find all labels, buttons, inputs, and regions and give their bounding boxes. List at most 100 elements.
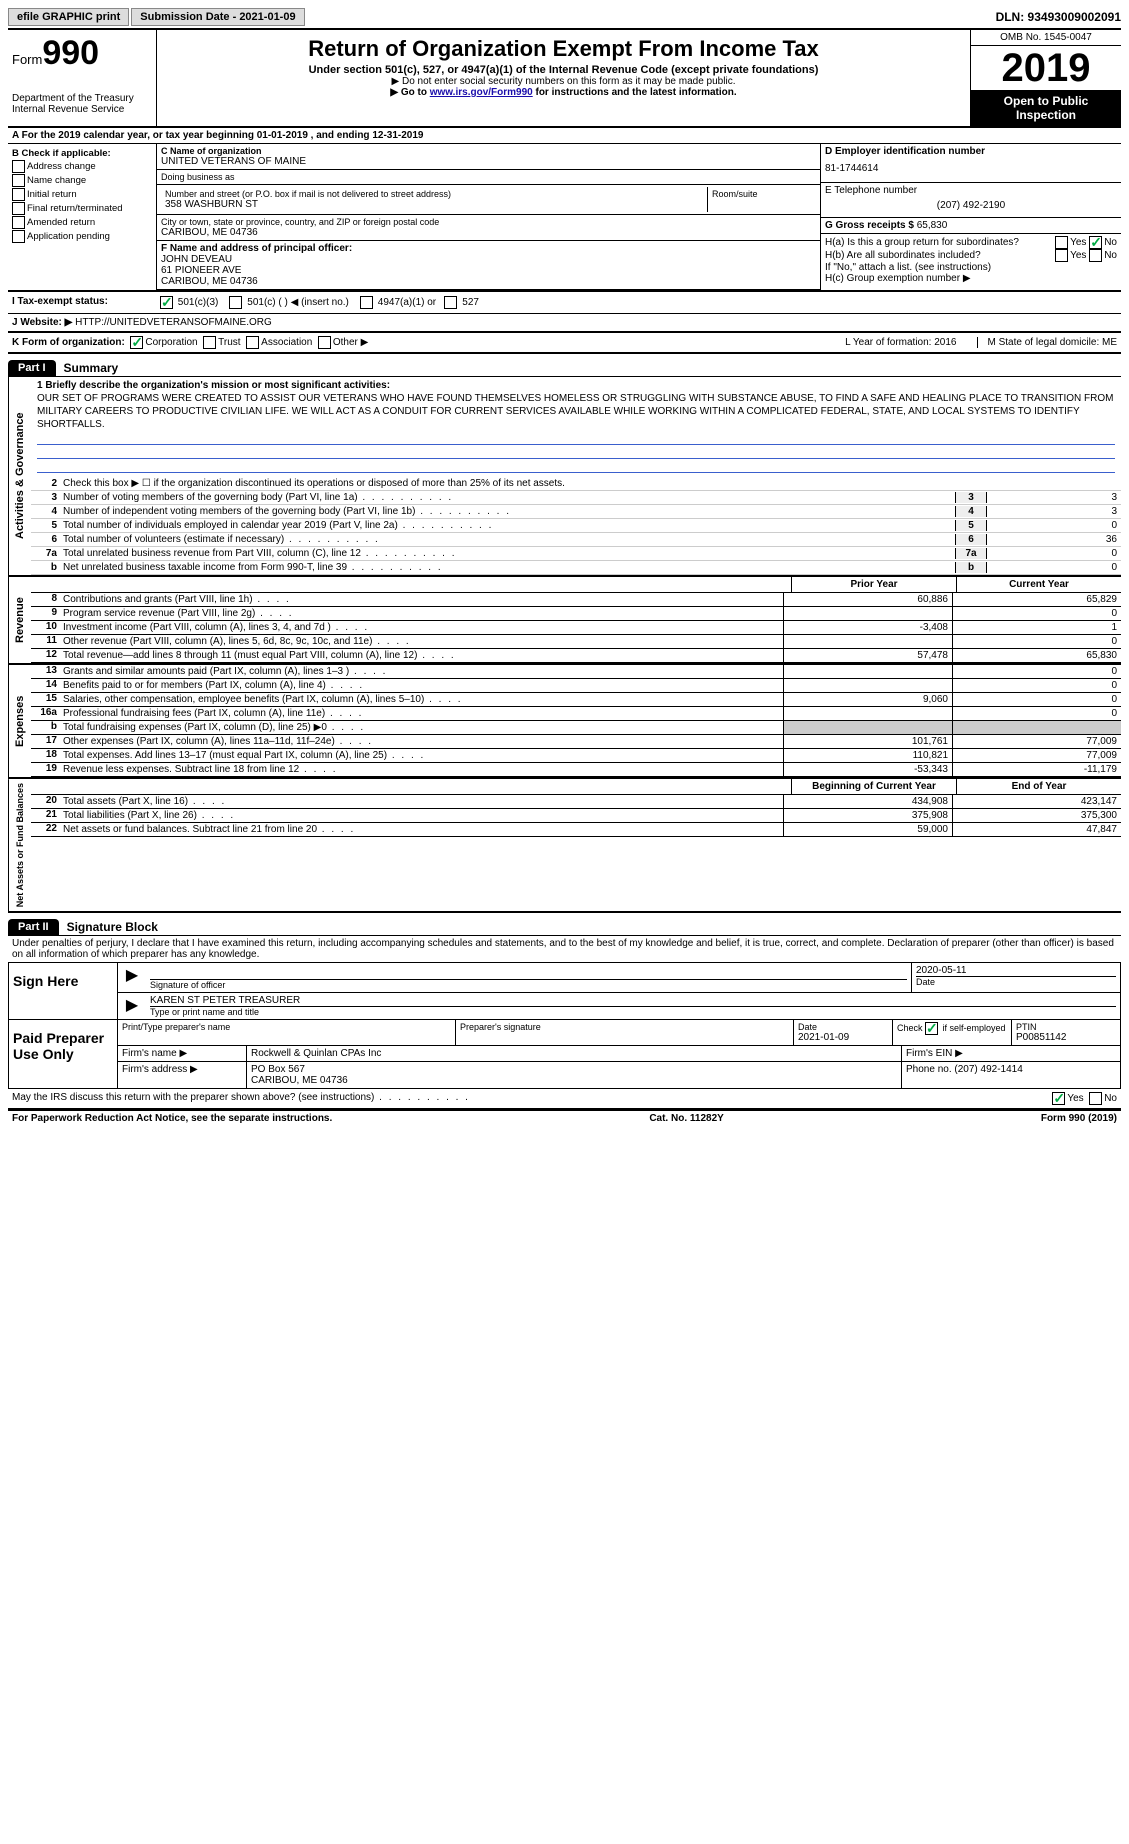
data-line: 8Contributions and grants (Part VIII, li… [31, 593, 1121, 607]
cb-corporation[interactable] [130, 336, 143, 349]
section-expenses: Expenses 13Grants and similar amounts pa… [8, 665, 1121, 779]
form-number: 990 [42, 34, 99, 72]
section-governance: Activities & Governance 1 Briefly descri… [8, 377, 1121, 577]
form-title: Return of Organization Exempt From Incom… [161, 36, 966, 62]
cb-4947[interactable] [360, 296, 373, 309]
cb-self-employed[interactable] [925, 1022, 938, 1035]
website-url: HTTP://UNITEDVETERANSOFMAINE.ORG [75, 317, 272, 328]
form-header: Form990 Department of the Treasury Inter… [8, 30, 1121, 128]
firm-addr2: CARIBOU, ME 04736 [251, 1075, 897, 1086]
cb-final-return[interactable] [12, 202, 25, 215]
entity-block: B Check if applicable: Address change Na… [8, 144, 1121, 292]
cb-other[interactable] [318, 336, 331, 349]
firm-addr-label: Firm's address ▶ [118, 1062, 247, 1088]
cb-name-change[interactable] [12, 174, 25, 187]
data-line: 15Salaries, other compensation, employee… [31, 693, 1121, 707]
cb-trust[interactable] [203, 336, 216, 349]
gov-line: 5Total number of individuals employed in… [31, 519, 1121, 533]
data-line: 17Other expenses (Part IX, column (A), l… [31, 735, 1121, 749]
data-line: 13Grants and similar amounts paid (Part … [31, 665, 1121, 679]
cb-501c3[interactable] [160, 296, 173, 309]
ein-label: D Employer identification number [825, 146, 1117, 157]
row-a-tax-year: A For the 2019 calendar year, or tax yea… [8, 128, 1121, 144]
firm-name-label: Firm's name ▶ [118, 1046, 247, 1061]
vtab-governance: Activities & Governance [8, 377, 31, 575]
efile-print-button[interactable]: efile GRAPHIC print [8, 8, 129, 26]
open-to-public: Open to Public Inspection [971, 90, 1121, 126]
org-name: UNITED VETERANS OF MAINE [161, 156, 816, 167]
hb-label: H(b) Are all subordinates included? [825, 250, 1055, 261]
gross-label: G Gross receipts $ [825, 220, 914, 231]
footer-right: Form 990 (2019) [1041, 1113, 1117, 1124]
prep-date-label: Date [798, 1022, 888, 1032]
paid-preparer-label: Paid Preparer Use Only [9, 1020, 118, 1088]
discuss-no[interactable] [1089, 1092, 1102, 1105]
vtab-revenue: Revenue [8, 577, 31, 663]
cb-amended-return[interactable] [12, 216, 25, 229]
gov-line: 7aTotal unrelated business revenue from … [31, 547, 1121, 561]
data-line: 20Total assets (Part X, line 16)434,9084… [31, 795, 1121, 809]
cb-initial-return[interactable] [12, 188, 25, 201]
sign-here-label: Sign Here [9, 963, 118, 1019]
sig-date: 2020-05-11 [916, 965, 1116, 976]
page-footer: For Paperwork Reduction Act Notice, see … [8, 1110, 1121, 1126]
prep-sig-label: Preparer's signature [460, 1022, 789, 1032]
goto-pre: ▶ Go to [390, 87, 429, 98]
data-line: 16aProfessional fundraising fees (Part I… [31, 707, 1121, 721]
data-line: 9Program service revenue (Part VIII, lin… [31, 607, 1121, 621]
row-j-website: J Website: ▶ HTTP://UNITEDVETERANSOFMAIN… [8, 314, 1121, 333]
city-label: City or town, state or province, country… [161, 217, 816, 227]
cb-application-pending[interactable] [12, 230, 25, 243]
part-2-title: Signature Block [59, 920, 158, 934]
website-label: J Website: ▶ [12, 317, 72, 328]
officer-label: F Name and address of principal officer: [161, 243, 816, 254]
tel-label: E Telephone number [825, 185, 1117, 196]
sig-name-label: Type or print name and title [150, 1006, 1116, 1017]
state-domicile: M State of legal domicile: ME [977, 337, 1118, 348]
gov-line: 4Number of independent voting members of… [31, 505, 1121, 519]
footer-cat: Cat. No. 11282Y [649, 1113, 723, 1124]
part-1-tab: Part I [8, 360, 56, 376]
ha-label: H(a) Is this a group return for subordin… [825, 237, 1055, 248]
officer-addr2: CARIBOU, ME 04736 [161, 276, 816, 287]
ptin-value: P00851142 [1016, 1032, 1116, 1043]
line-2-desc: Check this box ▶ ☐ if the organization d… [63, 478, 1121, 489]
firm-ein-label: Firm's EIN ▶ [902, 1046, 1120, 1061]
form-label: Form [12, 52, 42, 67]
discuss-row: May the IRS discuss this return with the… [8, 1089, 1121, 1110]
part-1-header: Part I Summary [8, 360, 1121, 377]
cb-address-change[interactable] [12, 160, 25, 173]
mission-label: 1 Briefly describe the organization's mi… [37, 379, 1115, 392]
form-subtitle: Under section 501(c), 527, or 4947(a)(1)… [161, 64, 966, 76]
officer-addr1: 61 PIONEER AVE [161, 265, 816, 276]
irs-link[interactable]: www.irs.gov/Form990 [430, 87, 533, 98]
col-b-checkboxes: B Check if applicable: Address change Na… [8, 144, 157, 290]
sig-officer-label: Signature of officer [150, 979, 907, 990]
hb-no[interactable] [1089, 249, 1102, 262]
vtab-net-assets: Net Assets or Fund Balances [8, 779, 31, 911]
sig-name: KAREN ST PETER TREASURER [150, 995, 1116, 1006]
part-1-title: Summary [56, 361, 119, 375]
discuss-text: May the IRS discuss this return with the… [12, 1092, 470, 1105]
cb-501c[interactable] [229, 296, 242, 309]
cb-association[interactable] [246, 336, 259, 349]
data-line: 19Revenue less expenses. Subtract line 1… [31, 763, 1121, 777]
gov-line: 6Total number of volunteers (estimate if… [31, 533, 1121, 547]
discuss-yes[interactable] [1052, 1092, 1065, 1105]
cb-527[interactable] [444, 296, 457, 309]
topbar: efile GRAPHIC print Submission Date - 20… [8, 8, 1121, 30]
ha-yes[interactable] [1055, 236, 1068, 249]
prep-date: 2021-01-09 [798, 1032, 888, 1043]
city-value: CARIBOU, ME 04736 [161, 227, 816, 238]
goto-post: for instructions and the latest informat… [533, 87, 737, 98]
data-line: bTotal fundraising expenses (Part IX, co… [31, 721, 1121, 735]
data-line: 22Net assets or fund balances. Subtract … [31, 823, 1121, 837]
officer-name: JOHN DEVEAU [161, 254, 816, 265]
addr-label: Number and street (or P.O. box if mail i… [165, 189, 703, 199]
data-line: 18Total expenses. Add lines 13–17 (must … [31, 749, 1121, 763]
hb-yes[interactable] [1055, 249, 1068, 262]
ha-no[interactable] [1089, 236, 1102, 249]
omb-number: OMB No. 1545-0047 [971, 30, 1121, 46]
section-revenue: Revenue Prior YearCurrent Year 8Contribu… [8, 577, 1121, 665]
data-line: 10Investment income (Part VIII, column (… [31, 621, 1121, 635]
